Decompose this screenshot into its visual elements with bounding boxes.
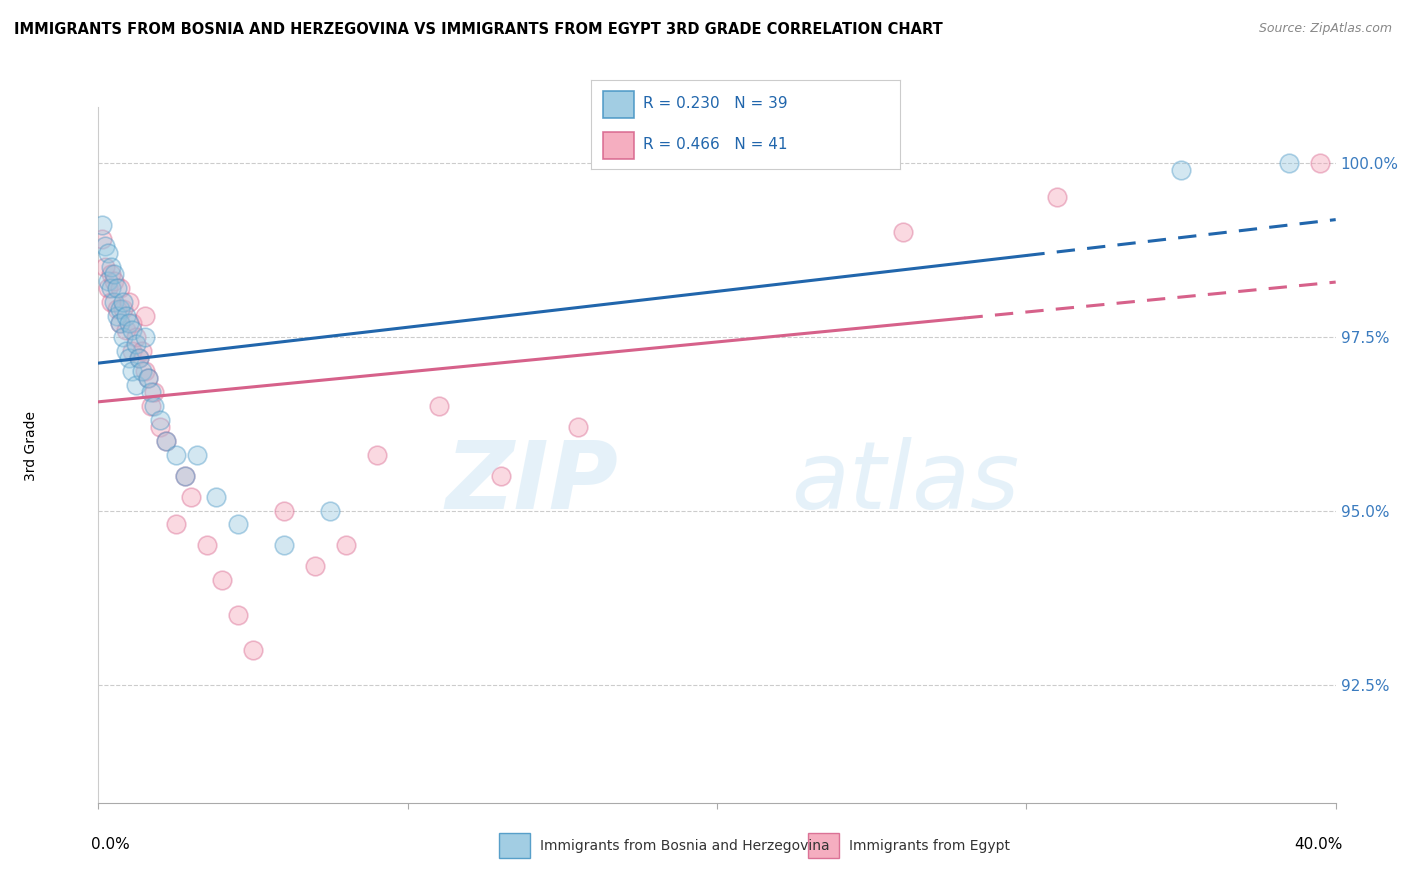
Point [273,503,295,517]
Point [136,371,159,385]
Point [186,448,208,462]
Point [174,468,197,483]
Point [115,323,138,337]
Point [195,538,218,552]
Point [139,385,162,400]
Point [121,364,143,378]
Point [90,232,112,246]
Point [180,490,202,504]
Point [115,309,138,323]
Point [124,378,146,392]
Point [226,607,249,622]
Point [165,517,187,532]
Point [128,351,150,365]
Point [149,420,172,434]
Point [155,434,177,448]
Point [205,490,228,504]
Text: Immigrants from Egypt: Immigrants from Egypt [849,838,1011,853]
Point [136,371,159,385]
Point [124,336,146,351]
Point [105,281,128,295]
Point [118,316,141,330]
Point [242,642,264,657]
FancyBboxPatch shape [603,132,634,159]
Point [149,413,172,427]
Text: Immigrants from Bosnia and Herzegovina: Immigrants from Bosnia and Herzegovina [540,838,830,853]
Text: Source: ZipAtlas.com: Source: ZipAtlas.com [1258,22,1392,36]
Point [103,294,125,309]
Point [100,294,122,309]
Point [1278,155,1301,169]
Point [97,281,120,295]
Point [143,385,166,400]
Point [121,323,143,337]
Point [105,301,128,316]
Point [108,316,131,330]
Point [124,329,146,343]
Point [131,364,153,378]
Point [891,225,914,239]
Point [100,281,122,295]
Point [319,503,342,517]
Point [105,309,128,323]
Point [143,399,166,413]
Point [567,420,589,434]
Point [139,399,162,413]
Point [103,267,125,281]
Point [134,364,156,378]
Point [1170,162,1192,177]
Text: 3rd Grade: 3rd Grade [24,411,38,481]
Point [174,468,197,483]
Point [211,573,233,587]
Point [1309,155,1331,169]
Point [118,351,141,365]
Point [108,281,131,295]
Point [366,448,388,462]
Point [112,294,135,309]
Point [489,468,512,483]
Text: R = 0.230   N = 39: R = 0.230 N = 39 [643,96,787,111]
Point [100,267,122,281]
Point [155,434,177,448]
Point [134,309,156,323]
Point [90,219,112,233]
Point [100,260,122,274]
Point [1046,190,1069,204]
Point [97,246,120,260]
Point [304,559,326,574]
Point [118,294,141,309]
Point [115,343,138,358]
Text: atlas: atlas [792,437,1019,528]
Text: R = 0.466   N = 41: R = 0.466 N = 41 [643,137,787,152]
Point [335,538,357,552]
Point [103,274,125,288]
Point [134,329,156,343]
Point [273,538,295,552]
Point [93,239,115,253]
Point [112,301,135,316]
Text: IMMIGRANTS FROM BOSNIA AND HERZEGOVINA VS IMMIGRANTS FROM EGYPT 3RD GRADE CORREL: IMMIGRANTS FROM BOSNIA AND HERZEGOVINA V… [14,22,943,37]
Point [121,316,143,330]
Point [108,301,131,316]
FancyBboxPatch shape [603,91,634,118]
Point [108,316,131,330]
Point [427,399,450,413]
Text: 40.0%: 40.0% [1295,837,1343,852]
Point [226,517,249,532]
Text: 0.0%: 0.0% [91,837,131,852]
Point [97,274,120,288]
Point [131,343,153,358]
Point [112,329,135,343]
Text: ZIP: ZIP [446,437,619,529]
Point [121,343,143,358]
Point [128,351,150,365]
Point [165,448,187,462]
Point [93,260,115,274]
